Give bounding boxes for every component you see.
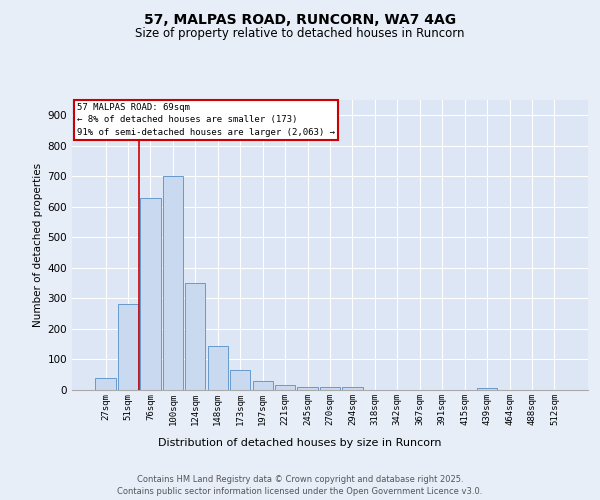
- Bar: [343, 387, 362, 390]
- Text: Contains HM Land Registry data © Crown copyright and database right 2025.: Contains HM Land Registry data © Crown c…: [137, 476, 463, 484]
- Bar: [208, 346, 228, 390]
- Text: Contains public sector information licensed under the Open Government Licence v3: Contains public sector information licen…: [118, 486, 482, 496]
- Bar: [230, 370, 250, 390]
- Bar: [185, 283, 205, 390]
- Bar: [298, 387, 317, 390]
- Bar: [477, 388, 497, 390]
- Bar: [320, 387, 340, 390]
- Bar: [95, 378, 116, 390]
- Text: Size of property relative to detached houses in Runcorn: Size of property relative to detached ho…: [135, 28, 465, 40]
- Text: Distribution of detached houses by size in Runcorn: Distribution of detached houses by size …: [158, 438, 442, 448]
- Text: 57, MALPAS ROAD, RUNCORN, WA7 4AG: 57, MALPAS ROAD, RUNCORN, WA7 4AG: [144, 12, 456, 26]
- Text: 57 MALPAS ROAD: 69sqm
← 8% of detached houses are smaller (173)
91% of semi-deta: 57 MALPAS ROAD: 69sqm ← 8% of detached h…: [77, 103, 335, 137]
- Bar: [253, 382, 273, 390]
- Bar: [163, 176, 183, 390]
- Bar: [275, 386, 295, 390]
- Bar: [140, 198, 161, 390]
- Bar: [118, 304, 138, 390]
- Y-axis label: Number of detached properties: Number of detached properties: [34, 163, 43, 327]
